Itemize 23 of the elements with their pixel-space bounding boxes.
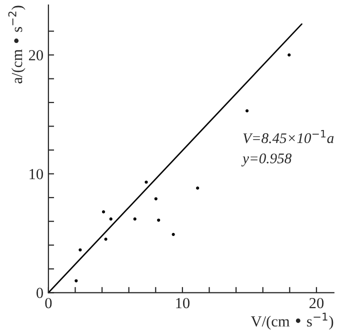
- point: [109, 217, 112, 221]
- point: [154, 197, 158, 200]
- point: [74, 279, 78, 282]
- annotation: V=8.45×10$^{−1}$a: [243, 130, 334, 144]
- point: [172, 232, 175, 236]
- point: [245, 109, 249, 112]
- x-tick-label: 10: [176, 298, 190, 308]
- point: [133, 217, 136, 221]
- y-tick-label: 20: [28, 50, 43, 60]
- y-axis-title: a/(cm • s$^{−2}$): [8, 6, 26, 84]
- point: [157, 218, 160, 222]
- x-tick-label: 20: [310, 298, 324, 308]
- x-axis-title: V/(cm • s$^{−1}$): [250, 312, 334, 330]
- x-tick-label: 0: [45, 298, 52, 308]
- point: [78, 248, 82, 252]
- point: [104, 238, 108, 241]
- annotation: y=0.958: [241, 154, 292, 166]
- point: [144, 180, 148, 184]
- y-tick-label: 10: [30, 168, 43, 180]
- point: [102, 210, 106, 214]
- y-tick-label: 0: [36, 288, 43, 298]
- point: [196, 186, 200, 190]
- point: [288, 53, 291, 57]
